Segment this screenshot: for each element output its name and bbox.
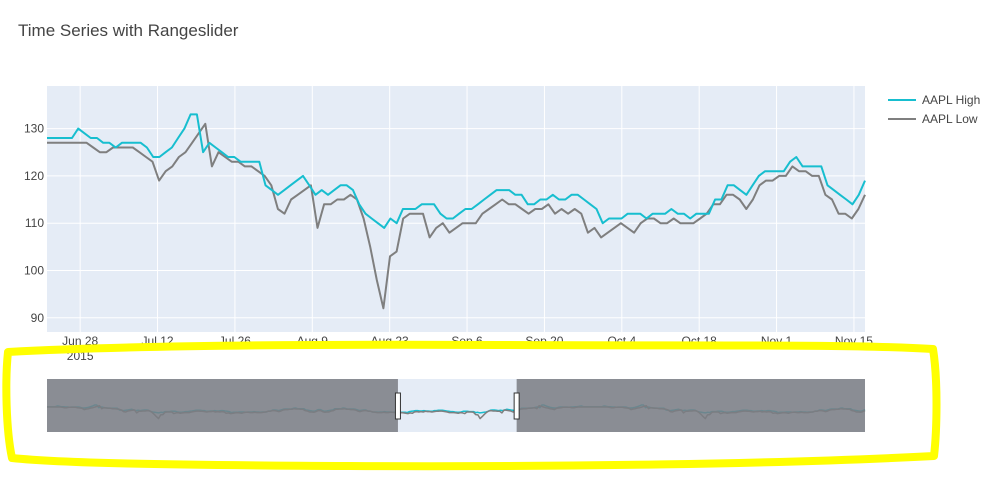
legend-label: AAPL High: [922, 93, 980, 107]
legend-item-aapl-low[interactable]: AAPL Low: [888, 112, 978, 126]
range-slider[interactable]: [47, 379, 866, 432]
y-tick-label: 90: [31, 311, 45, 325]
range-slider-handle-right[interactable]: [513, 392, 520, 420]
series-line-1: [47, 122, 866, 310]
legend-label: AAPL Low: [922, 112, 978, 126]
highlight-annotation: [2, 340, 941, 471]
y-tick-label: 100: [24, 264, 44, 278]
series-line-0: [47, 113, 866, 229]
series-lines: [47, 113, 866, 310]
plot-background: [47, 86, 865, 332]
x-tick-label: Jun 28: [62, 334, 98, 348]
range-slider-mask-left: [47, 379, 398, 432]
legend[interactable]: AAPL High AAPL Low: [888, 93, 980, 126]
y-tick-label: 130: [24, 122, 44, 136]
range-slider-handle-left[interactable]: [394, 392, 401, 420]
range-slider-mask-right: [516, 379, 865, 432]
plot-area[interactable]: [47, 86, 866, 332]
y-axis: 90 100 110 120 130: [24, 122, 44, 325]
chart-title: Time Series with Rangeslider: [18, 21, 239, 40]
y-tick-label: 120: [24, 169, 44, 183]
legend-item-aapl-high[interactable]: AAPL High: [888, 93, 980, 107]
y-tick-label: 110: [25, 216, 44, 230]
